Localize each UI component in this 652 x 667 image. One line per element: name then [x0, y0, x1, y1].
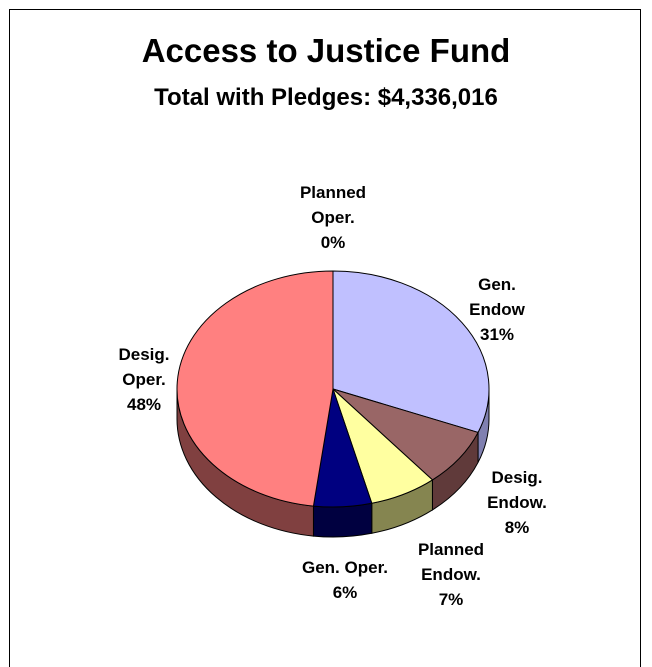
slice-label-text: Gen.	[478, 275, 516, 294]
slice-label-text: Endow.	[421, 565, 481, 584]
slice-label-text: Planned	[299, 183, 367, 202]
slice-label-gen-endow: Gen. Endow 31%	[432, 272, 562, 347]
slice-percent: 31%	[479, 325, 515, 344]
slice-percent: 6%	[332, 583, 358, 602]
slice-label-desig-endow: Desig. Endow. 8%	[452, 465, 582, 540]
slice-label-text: Endow.	[487, 493, 547, 512]
slice-label-gen-oper: Gen. Oper. 6%	[280, 555, 410, 605]
slice-label-text: Endow	[469, 300, 525, 319]
slice-label-text: Oper.	[311, 208, 355, 227]
chart-frame	[9, 9, 641, 667]
slice-label-planned-endow: Planned Endow. 7%	[386, 537, 516, 612]
slice-label-desig-oper: Desig. Oper. 48%	[79, 342, 209, 417]
slice-label-text: Oper.	[122, 370, 166, 389]
slice-label-text: Planned	[417, 540, 485, 559]
pie-top-layer	[176, 270, 490, 508]
slice-percent: 7%	[438, 590, 464, 609]
slice-label-text: Desig.	[118, 345, 170, 364]
slice-percent: 0%	[320, 233, 346, 252]
slice-percent: 48%	[126, 395, 162, 414]
slice-label-planned-oper: Planned Oper. 0%	[268, 180, 398, 255]
pie-side-layer	[176, 388, 490, 538]
chart-title: Access to Justice Fund	[141, 32, 511, 69]
pie-slice-gen-endow	[332, 270, 490, 434]
slice-percent: 8%	[504, 518, 530, 537]
chart-subtitle: Total with Pledges: $4,336,016	[154, 84, 498, 111]
slice-label-text: Gen. Oper.	[302, 558, 388, 577]
pie-side-gen-oper	[312, 502, 373, 538]
slice-label-text: Desig.	[491, 468, 543, 487]
pie-slice-desig-oper	[176, 270, 334, 507]
